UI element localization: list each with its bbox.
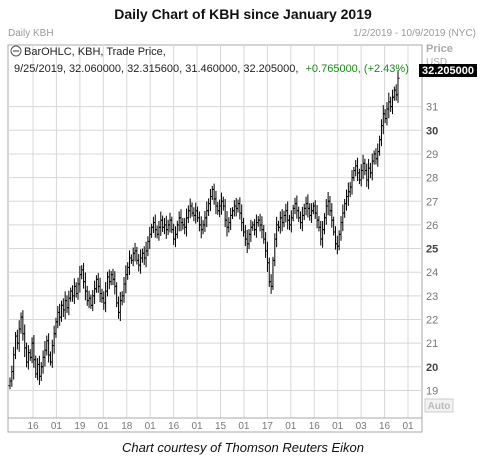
chart-panel: 19 20 21 22 23 24 25 26 27 28 29 30 31 16 01 19 01 18 01 1… xyxy=(0,22,486,445)
y-tick-label: 19 xyxy=(426,385,438,397)
y-tick-label: 26 xyxy=(426,220,438,232)
price-axis-label: Price xyxy=(426,43,453,55)
chart-caption: Chart courtesy of Thomson Reuters Eikon xyxy=(121,440,365,455)
y-tick-label: 22 xyxy=(426,315,438,327)
legend-ohlc-values: 9/25/2019, 32.060000, 32.315600, 31.4600… xyxy=(14,63,298,75)
y-tick-label: 29 xyxy=(426,149,438,161)
header-left: Daily KBH xyxy=(8,28,54,39)
y-tick-label: 25 xyxy=(426,244,438,256)
x-tick-label: 01 xyxy=(402,421,414,432)
x-tick-label: 16 xyxy=(379,421,391,432)
x-tick-label: 03 xyxy=(356,421,368,432)
x-tick-label: 16 xyxy=(309,421,321,432)
y-tick-label: 28 xyxy=(426,173,438,185)
x-tick-label: 17 xyxy=(262,421,274,432)
last-price-tag-bg xyxy=(419,64,477,77)
x-tick-label: 15 xyxy=(215,421,227,432)
x-tick-label: 16 xyxy=(168,421,180,432)
grid-lines xyxy=(8,45,422,418)
legend-line-1: BarOHLC, KBH, Trade Price, xyxy=(24,46,166,58)
header-right: 1/2/2019 - 10/9/2019 (NYC) xyxy=(353,28,476,39)
legend-change: +0.765000, (+2.43%) xyxy=(306,63,409,75)
y-tick-label: 31 xyxy=(426,102,438,114)
legend-line-2: 9/25/2019, 32.060000, 32.315600, 31.4600… xyxy=(14,63,409,75)
last-price-tag: 32.205000 xyxy=(422,65,474,77)
x-tick-label: 01 xyxy=(332,421,344,432)
y-tick-label: 27 xyxy=(426,196,438,208)
x-tick-label: 01 xyxy=(238,421,250,432)
x-tick-label: 01 xyxy=(285,421,297,432)
ohlc-bars xyxy=(8,70,400,390)
price-axis-currency: USD xyxy=(426,57,447,68)
chart-title: Daily Chart of KBH since January 2019 xyxy=(114,6,372,22)
x-tick-label: 01 xyxy=(51,421,63,432)
x-tick-label: 01 xyxy=(98,421,110,432)
auto-scale-button[interactable]: Auto xyxy=(428,401,451,412)
y-tick-label: 20 xyxy=(426,362,438,374)
x-tick-label: 01 xyxy=(145,421,157,432)
ohlc-bar xyxy=(396,70,400,103)
y-tick-label: 30 xyxy=(426,125,438,137)
x-tick-label: 18 xyxy=(121,421,133,432)
x-tick-label: 01 xyxy=(192,421,204,432)
legend-collapse-icon[interactable] xyxy=(10,45,22,57)
y-tick-label: 24 xyxy=(426,267,438,279)
x-tick-label: 16 xyxy=(27,421,39,432)
ohlc-chart: 19 20 21 22 23 24 25 26 27 28 29 30 31 16 01 19 01 18 01 1… xyxy=(7,28,477,445)
y-tick-label: 23 xyxy=(426,291,438,303)
y-axis: 19 20 21 22 23 24 25 26 27 28 29 30 31 xyxy=(426,102,438,398)
plot-frame xyxy=(7,44,423,433)
auto-scale-button-bg[interactable] xyxy=(424,398,454,413)
y-tick-label: 21 xyxy=(426,338,438,350)
x-tick-label: 19 xyxy=(74,421,86,432)
